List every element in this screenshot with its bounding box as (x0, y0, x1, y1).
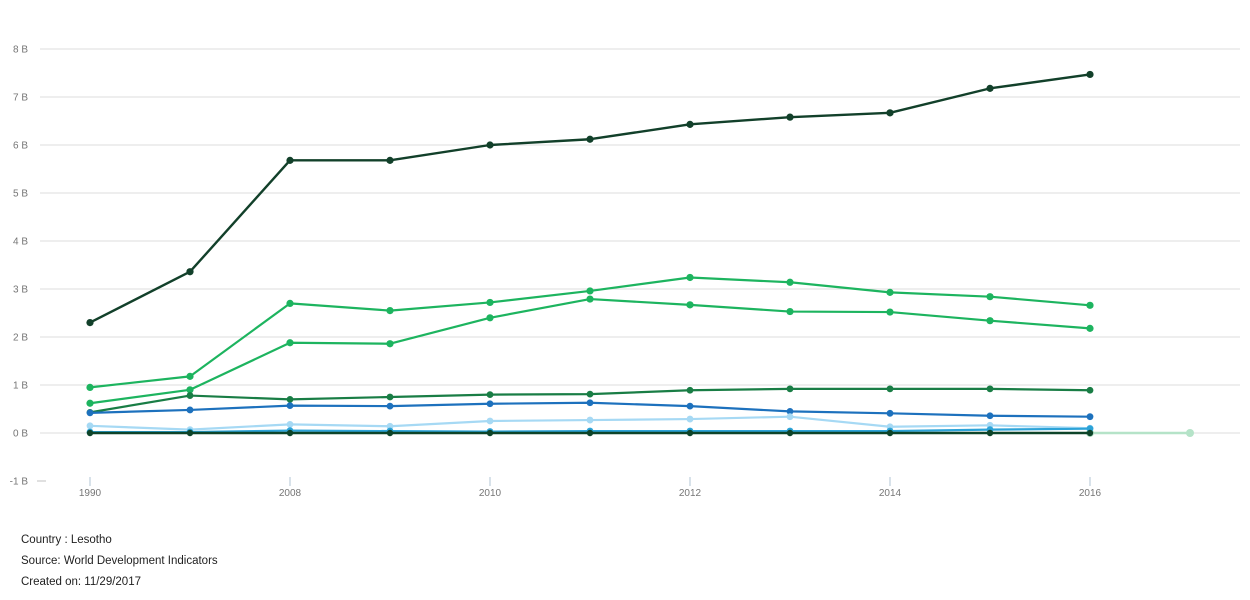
data-point-blue-mid[interactable] (286, 402, 294, 410)
y-tick-label: 5 B (13, 189, 28, 200)
x-tick-label: 2016 (1079, 488, 1102, 499)
data-point-bright-green-lower[interactable] (186, 386, 194, 394)
data-point-bright-green-upper[interactable] (386, 307, 394, 315)
data-point-dark-green-top[interactable] (386, 156, 394, 164)
data-point-pale-blue-low[interactable] (386, 422, 394, 430)
data-point-blue-mid[interactable] (386, 402, 394, 410)
x-tick-label: 1990 (79, 488, 102, 499)
data-point-pale-blue-low[interactable] (86, 422, 94, 430)
series-line-bright-green-lower (88, 297, 1092, 405)
y-tick-label: 6 B (13, 141, 28, 152)
data-point-blue-mid[interactable] (586, 399, 594, 407)
data-point-forest-green-mid[interactable] (486, 391, 494, 398)
data-point-dark-green-zero[interactable] (886, 429, 894, 437)
footer-created: Created on: 11/29/2017 (21, 576, 141, 588)
data-point-bright-green-upper[interactable] (186, 372, 194, 380)
data-point-dark-green-top[interactable] (886, 109, 894, 117)
data-point-blue-mid[interactable] (686, 402, 694, 410)
data-point-bright-green-lower[interactable] (986, 317, 994, 325)
data-point-dark-green-zero[interactable] (686, 429, 694, 437)
data-point-dark-green-zero[interactable] (386, 429, 394, 437)
data-point-bright-green-upper[interactable] (886, 288, 894, 296)
data-point-bright-green-lower[interactable] (386, 340, 394, 348)
data-point-blue-mid[interactable] (486, 400, 494, 408)
data-point-blue-mid[interactable] (186, 406, 194, 414)
data-point-forest-green-mid[interactable] (286, 396, 294, 403)
data-point-bright-green-upper[interactable] (486, 298, 494, 307)
data-point-bright-green-lower[interactable] (686, 301, 694, 309)
x-tick-label: 2014 (879, 488, 902, 499)
data-point-bright-green-lower[interactable] (86, 399, 94, 407)
data-point-bright-green-lower[interactable] (586, 295, 594, 303)
data-point-forest-green-mid[interactable] (186, 392, 194, 399)
data-point-pale-blue-low[interactable] (686, 415, 694, 423)
data-point-dark-green-zero[interactable] (86, 429, 94, 437)
x-tick-label: 2010 (479, 488, 502, 499)
x-tick-label: 2008 (279, 488, 302, 499)
data-point-dark-green-zero[interactable] (1086, 429, 1094, 437)
data-point-blue-mid[interactable] (986, 412, 994, 420)
data-point-forest-green-mid[interactable] (786, 385, 794, 393)
data-point-dark-green-top[interactable] (586, 135, 594, 143)
data-point-bright-green-upper[interactable] (986, 293, 994, 301)
data-point-dark-green-zero[interactable] (586, 429, 594, 437)
data-point-forest-green-mid[interactable] (586, 390, 594, 398)
data-point-dark-green-top[interactable] (286, 156, 294, 164)
line-chart-svg: 8 B 7 B 6 B 5 B 4 B 3 B 2 B 1 B 0 B -1 B 1990 2008 2… (10, 45, 1240, 499)
data-point-bright-green-upper[interactable] (286, 299, 294, 307)
footer-country: Country : Lesotho (21, 534, 112, 546)
data-point-mint-flat-end[interactable] (1186, 429, 1194, 437)
data-point-dark-green-top[interactable] (186, 268, 194, 276)
data-point-dark-green-zero[interactable] (486, 429, 494, 437)
data-point-dark-green-top[interactable] (986, 84, 994, 92)
data-point-bright-green-upper[interactable] (1086, 301, 1094, 309)
data-point-pale-blue-low[interactable] (586, 416, 594, 424)
data-point-bright-green-upper[interactable] (86, 383, 94, 391)
data-point-pale-blue-low[interactable] (786, 413, 794, 421)
data-point-dark-green-zero[interactable] (186, 429, 194, 437)
data-point-bright-green-lower[interactable] (286, 339, 294, 347)
data-point-dark-green-top[interactable] (786, 113, 794, 121)
data-point-dark-green-zero[interactable] (986, 429, 994, 437)
y-tick-label: 3 B (13, 285, 28, 296)
data-point-bright-green-upper[interactable] (786, 278, 794, 286)
y-tick-label: 0 B (13, 429, 28, 440)
y-tick-label: 2 B (13, 333, 28, 344)
y-tick-label: 7 B (13, 93, 28, 104)
x-tick-label: 2012 (679, 488, 702, 499)
data-point-blue-mid[interactable] (786, 408, 794, 415)
data-point-bright-green-upper[interactable] (586, 287, 594, 295)
data-point-pale-blue-low[interactable] (286, 420, 294, 428)
y-tick-label: 1 B (13, 381, 28, 392)
data-point-bright-green-lower[interactable] (786, 307, 794, 316)
data-point-blue-mid[interactable] (886, 409, 894, 417)
data-point-dark-green-top[interactable] (486, 141, 494, 149)
data-point-blue-mid[interactable] (86, 409, 94, 417)
data-point-pale-blue-low[interactable] (486, 417, 494, 425)
data-point-forest-green-mid[interactable] (886, 385, 894, 393)
y-tick-label: -1 B (10, 477, 29, 488)
footer-source: Source: World Development Indicators (21, 555, 218, 567)
data-point-blue-mid[interactable] (1086, 413, 1094, 421)
data-point-dark-green-zero[interactable] (286, 429, 294, 437)
y-tick-label: 4 B (13, 237, 28, 248)
data-point-bright-green-lower[interactable] (1086, 324, 1094, 332)
data-point-bright-green-lower[interactable] (486, 314, 494, 322)
y-tick-label: 8 B (13, 45, 28, 56)
data-point-forest-green-mid[interactable] (1086, 386, 1094, 394)
data-point-forest-green-mid[interactable] (986, 385, 994, 393)
data-point-forest-green-mid[interactable] (386, 393, 394, 401)
data-point-forest-green-mid[interactable] (686, 386, 694, 394)
data-point-bright-green-upper[interactable] (686, 273, 694, 282)
data-point-dark-green-zero[interactable] (786, 429, 794, 437)
chart-footer: Country : Lesotho Source: World Developm… (21, 530, 218, 593)
data-point-bright-green-lower[interactable] (886, 308, 894, 316)
data-point-dark-green-top[interactable] (86, 319, 94, 327)
data-point-dark-green-top[interactable] (686, 120, 694, 128)
data-point-dark-green-top[interactable] (1086, 70, 1094, 79)
series-line-dark-green-top (88, 73, 1092, 324)
